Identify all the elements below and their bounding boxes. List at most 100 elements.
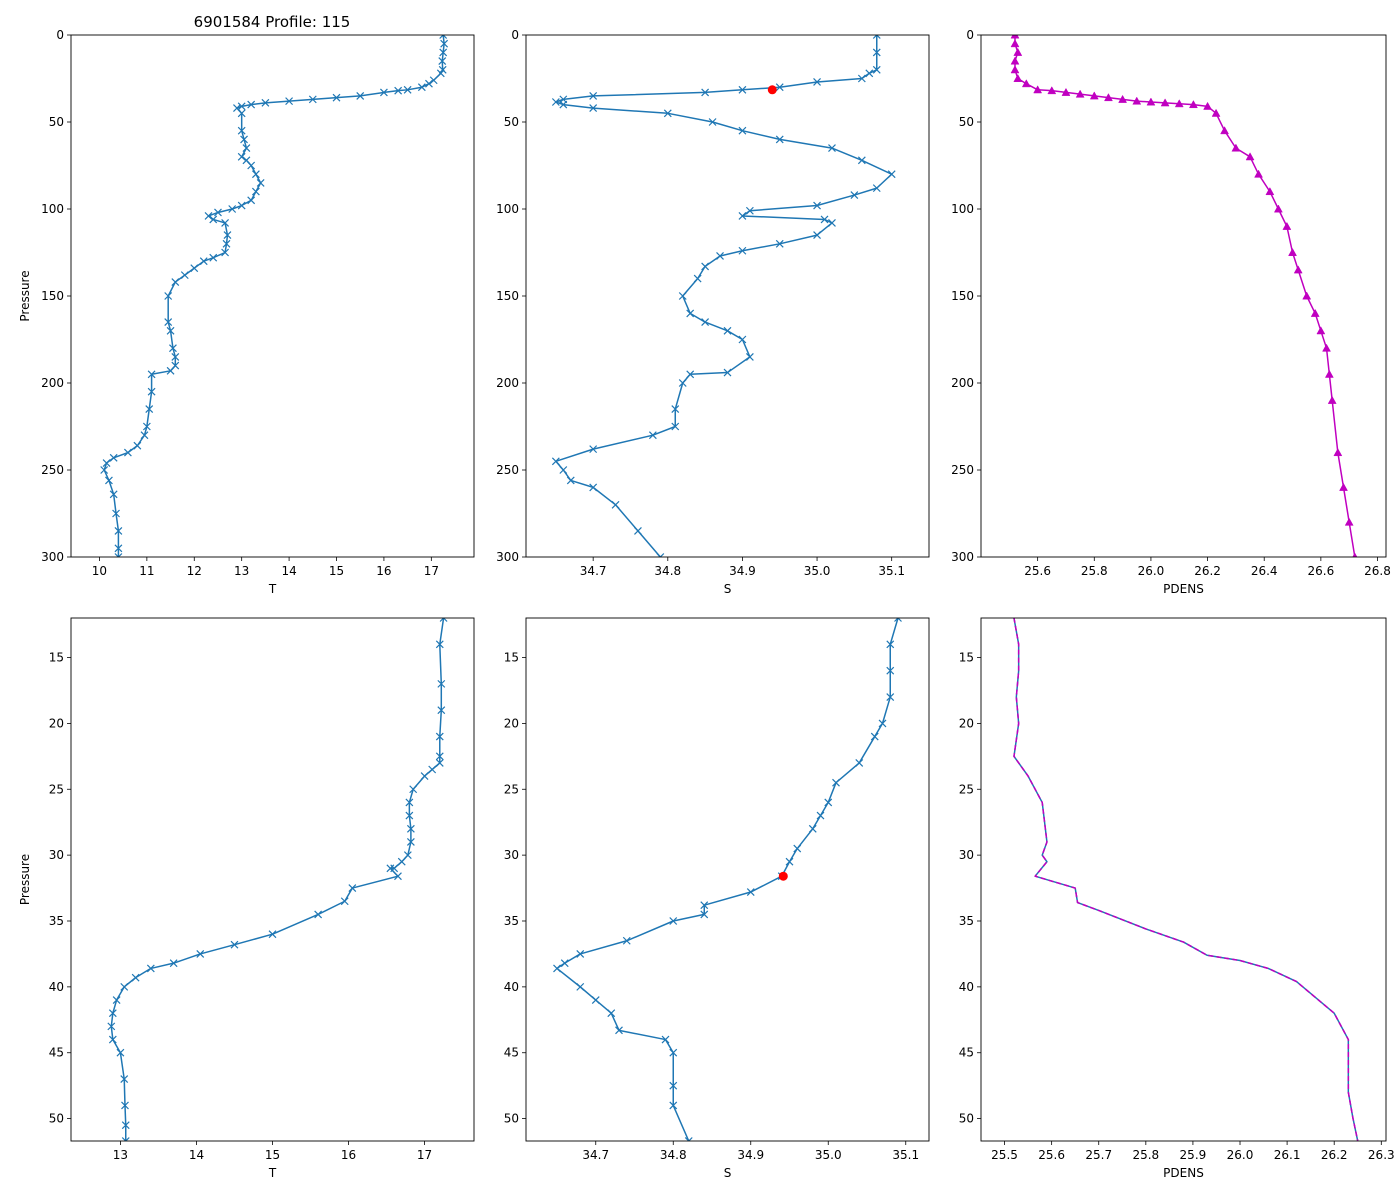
data-point-marker xyxy=(607,1009,616,1018)
data-point-marker xyxy=(256,178,265,187)
data-point-marker xyxy=(813,78,821,86)
y-tick-label: 45 xyxy=(504,1046,519,1060)
x-axis-label: T xyxy=(268,582,277,596)
data-point-marker xyxy=(1282,221,1292,230)
data-point-marker xyxy=(785,857,794,866)
y-tick-label: 200 xyxy=(951,376,974,390)
data-point-marker xyxy=(1265,187,1275,196)
data-point-marker xyxy=(775,83,784,92)
y-tick-label: 50 xyxy=(49,115,64,129)
chart-panel-bottom-PDENS: 25.5 25.6 25.7 25.8 25.9 26.0 26.1 26.2 26.3 15 20… xyxy=(959,617,1395,1180)
x-tick-label: 35.1 xyxy=(878,564,905,578)
data-point-marker xyxy=(237,126,246,135)
data-point-marker xyxy=(147,370,156,379)
data-point-marker xyxy=(221,248,230,257)
data-point-marker xyxy=(1188,100,1198,109)
data-point-marker xyxy=(196,950,205,958)
data-point-marker xyxy=(723,326,732,335)
data-point-marker xyxy=(114,526,123,535)
data-point-marker xyxy=(887,170,896,179)
data-point-marker xyxy=(121,1137,130,1141)
data-point-marker xyxy=(828,218,836,227)
y-tick-label: 30 xyxy=(49,848,64,862)
data-point-marker xyxy=(775,239,784,248)
series-group xyxy=(553,618,902,1141)
data-point-marker xyxy=(214,208,222,217)
highlight-point xyxy=(778,871,788,881)
data-point-marker xyxy=(648,431,657,440)
data-point-marker xyxy=(678,292,687,300)
data-point-marker xyxy=(230,940,239,949)
data-point-marker xyxy=(669,1048,678,1057)
x-tick-label: 15 xyxy=(329,564,344,578)
data-point-marker xyxy=(105,476,113,485)
data-point-marker xyxy=(671,422,680,431)
x-axis-label: PDENS xyxy=(1163,582,1204,596)
y-tick-label: 40 xyxy=(959,980,974,994)
data-point-marker xyxy=(438,57,447,66)
figure-title: 6901584 Profile: 115 xyxy=(194,13,351,31)
data-point-marker xyxy=(560,959,569,968)
y-tick-label: 30 xyxy=(959,848,974,862)
x-tick-label: 25.6 xyxy=(1024,564,1051,578)
y-tick-label: 45 xyxy=(959,1046,974,1060)
data-point-marker xyxy=(209,215,218,224)
data-point-marker xyxy=(131,973,140,982)
y-tick-label: 20 xyxy=(504,716,519,730)
data-point-marker xyxy=(394,86,403,95)
data-point-marker xyxy=(356,91,365,100)
data-point-marker xyxy=(589,91,598,100)
data-point-marker xyxy=(663,109,672,118)
data-point-marker xyxy=(180,271,189,280)
data-point-marker xyxy=(1324,369,1334,378)
data-point-marker xyxy=(435,640,444,649)
y-tick-label: 300 xyxy=(951,550,974,564)
data-point-marker xyxy=(435,732,444,741)
data-point-marker xyxy=(551,98,560,106)
y-tick-label: 40 xyxy=(504,980,519,994)
y-tick-label: 35 xyxy=(49,914,64,928)
data-point-marker xyxy=(237,152,246,161)
x-tick-label: 13 xyxy=(234,564,249,578)
x-tick-label: 34.9 xyxy=(729,564,756,578)
data-point-marker xyxy=(820,215,829,224)
x-tick-label: 14 xyxy=(281,564,296,578)
data-point-marker xyxy=(251,187,260,196)
data-point-marker xyxy=(589,445,598,454)
data-point-marker xyxy=(855,758,864,767)
y-tick-label: 15 xyxy=(959,651,974,665)
data-point-marker xyxy=(221,218,230,227)
y-tick-label: 300 xyxy=(41,550,64,564)
data-point-marker xyxy=(1047,86,1057,95)
y-tick-label: 0 xyxy=(511,28,519,42)
x-tick-label: 14 xyxy=(189,1148,204,1162)
data-point-marker xyxy=(114,544,123,553)
data-point-marker xyxy=(123,448,132,457)
y-tick-label: 300 xyxy=(496,550,519,564)
data-point-marker xyxy=(406,824,415,833)
data-point-marker xyxy=(108,1035,117,1044)
data-point-marker xyxy=(436,69,445,78)
y-tick-label: 50 xyxy=(959,1112,974,1126)
data-point-marker xyxy=(872,65,881,74)
data-point-marker xyxy=(816,811,825,820)
x-tick-label: 34.8 xyxy=(654,564,681,578)
data-point-marker xyxy=(1013,73,1023,82)
x-tick-label: 25.8 xyxy=(1081,564,1108,578)
data-point-marker xyxy=(1104,93,1113,102)
data-point-marker xyxy=(611,500,620,509)
y-tick-label: 100 xyxy=(41,202,64,216)
x-tick-label: 26.2 xyxy=(1321,1148,1348,1162)
data-point-marker xyxy=(171,278,180,287)
series-group xyxy=(1010,35,1358,557)
data-point-marker xyxy=(1010,65,1020,74)
data-point-marker xyxy=(437,706,446,715)
y-axis-label: Pressure xyxy=(18,270,32,321)
data-point-marker xyxy=(1316,326,1326,335)
data-point-marker xyxy=(439,618,448,622)
series-line-pdens xyxy=(1013,618,1359,1141)
data-point-marker xyxy=(1327,395,1337,404)
y-tick-label: 30 xyxy=(504,848,519,862)
x-tick-label: 26.4 xyxy=(1251,564,1278,578)
